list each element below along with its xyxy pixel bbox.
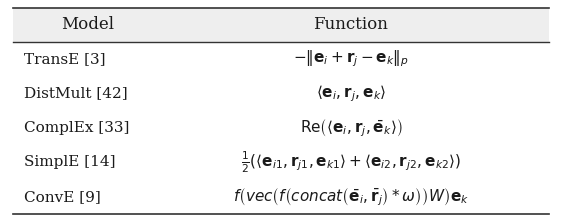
- Text: $\mathrm{Re}\left(\langle \mathbf{e}_i, \mathbf{r}_j, \bar{\mathbf{e}}_k \rangle: $\mathrm{Re}\left(\langle \mathbf{e}_i, …: [300, 117, 402, 139]
- Text: $\frac{1}{2}\left(\langle \mathbf{e}_{i1}, \mathbf{r}_{j1}, \mathbf{e}_{k1} \ran: $\frac{1}{2}\left(\langle \mathbf{e}_{i1…: [241, 150, 461, 175]
- Text: TransE [3]: TransE [3]: [24, 52, 105, 66]
- Text: $\langle \mathbf{e}_i, \mathbf{r}_j, \mathbf{e}_k \rangle$: $\langle \mathbf{e}_i, \mathbf{r}_j, \ma…: [316, 83, 386, 104]
- Text: $f\left(\mathit{vec}\left(f\left(\mathit{concat}\left(\bar{\mathbf{e}}_i, \bar{\: $f\left(\mathit{vec}\left(f\left(\mathit…: [233, 186, 469, 208]
- Text: DistMult [42]: DistMult [42]: [24, 86, 128, 100]
- FancyBboxPatch shape: [12, 8, 550, 42]
- Text: Model: Model: [62, 16, 115, 33]
- Text: Function: Function: [314, 16, 388, 33]
- Text: ConvE [9]: ConvE [9]: [24, 190, 101, 204]
- Text: $-\|\mathbf{e}_i + \mathbf{r}_j - \mathbf{e}_k\|_p$: $-\|\mathbf{e}_i + \mathbf{r}_j - \mathb…: [293, 49, 409, 69]
- Text: ComplEx [33]: ComplEx [33]: [24, 121, 129, 135]
- Text: SimplE [14]: SimplE [14]: [24, 156, 115, 169]
